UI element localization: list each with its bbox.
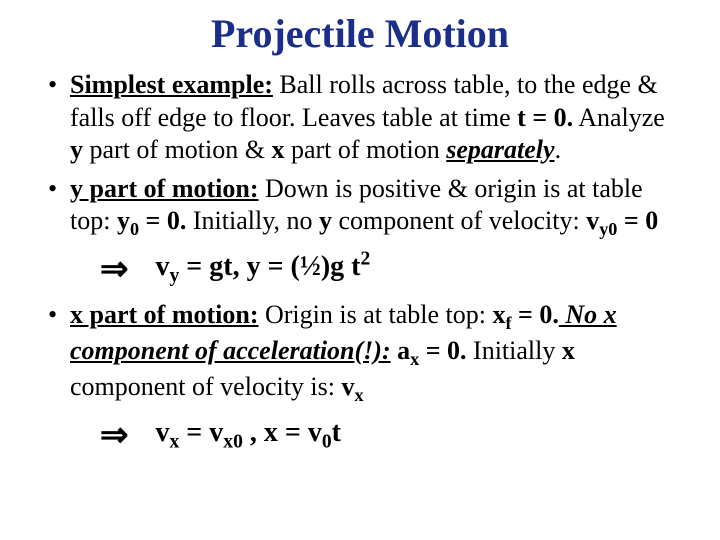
bullet-2: y part of motion: Down is positive & ori… (40, 173, 680, 241)
bullet-1-text-b: Analyze (573, 103, 665, 132)
bullet-1-y: y (70, 135, 83, 164)
slide-title: Projectile Motion (40, 10, 680, 57)
bullet-2-y0: y0 = 0. (117, 206, 186, 235)
bullet-3-text-a: Origin is at table top: (258, 300, 492, 329)
bullet-1-dot: . (555, 135, 562, 164)
bullet-1-separately: separately (446, 135, 554, 164)
bullet-3-lead: x part of motion: (70, 300, 258, 329)
equation-2: ⇒ vx = vx0 , x = v0t (40, 415, 680, 455)
bullet-3-x: x (562, 336, 575, 365)
equation-1: ⇒ vy = gt, y = (½)g t2 (40, 249, 680, 289)
bullet-3-text-c: component of velocity is: (70, 372, 342, 401)
arrow-icon: ⇒ (100, 249, 129, 289)
arrow-icon: ⇒ (100, 415, 129, 455)
bullet-2-text-c: component of velocity: (332, 206, 586, 235)
bullet-list-2: x part of motion: Origin is at table top… (40, 299, 680, 407)
bullet-3: x part of motion: Origin is at table top… (40, 299, 680, 407)
bullet-1-text-c: part of motion & (83, 135, 271, 164)
bullet-2-text-b: Initially, no (186, 206, 319, 235)
bullet-1: Simplest example: Ball rolls across tabl… (40, 69, 680, 167)
bullet-1-t0: t = 0. (517, 103, 573, 132)
bullet-1-text-d: part of motion (284, 135, 446, 164)
slide-container: Projectile Motion Simplest example: Ball… (0, 0, 720, 540)
equation-2-text: vx = vx0 , x = v0t (156, 417, 341, 448)
bullet-2-lead: y part of motion: (70, 174, 258, 203)
bullet-2-y: y (319, 206, 332, 235)
bullet-3-text-b: Initially (467, 336, 562, 365)
bullet-2-vy0: vy0 = 0 (586, 206, 658, 235)
bullet-1-x: x (271, 135, 284, 164)
bullet-list: Simplest example: Ball rolls across tabl… (40, 69, 680, 241)
equation-1-text: vy = gt, y = (½)g t2 (156, 251, 371, 282)
bullet-1-lead: Simplest example: (70, 70, 273, 99)
bullet-3-xf: xf = 0. (492, 300, 558, 329)
bullet-3-ax: ax = 0. (391, 336, 467, 365)
bullet-3-vx: vx (342, 372, 364, 401)
